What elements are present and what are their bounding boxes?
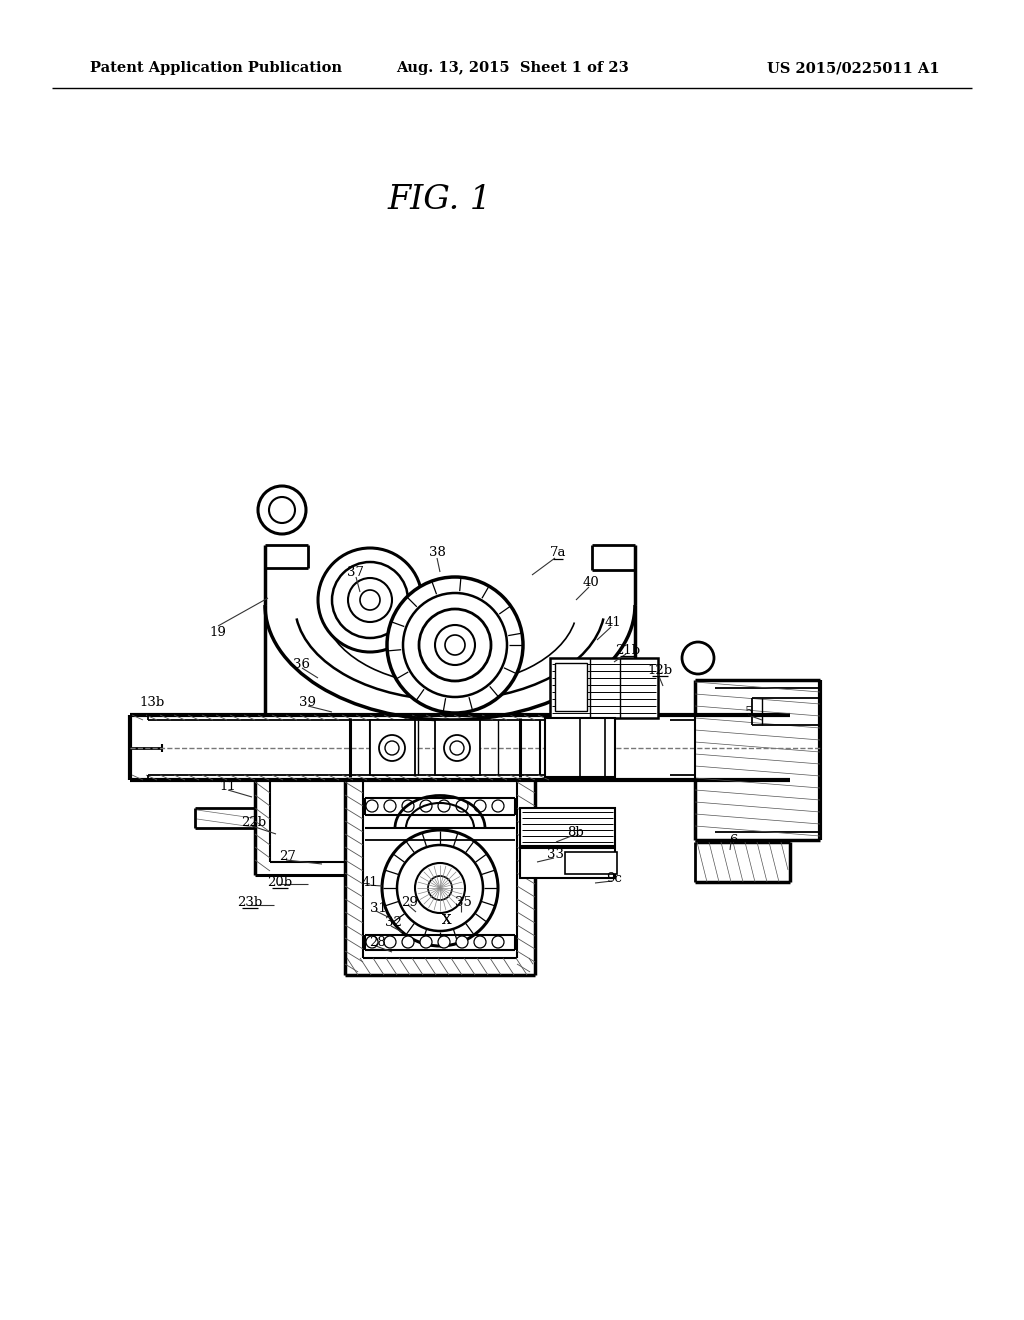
Text: X: X	[442, 913, 452, 927]
Text: 41: 41	[604, 615, 622, 628]
Circle shape	[682, 642, 714, 675]
Bar	[520, 808, 615, 846]
Bar	[545, 718, 615, 777]
Circle shape	[474, 936, 486, 948]
Text: 31: 31	[370, 902, 386, 915]
Circle shape	[402, 800, 414, 812]
Circle shape	[384, 800, 396, 812]
Text: 29: 29	[401, 895, 419, 908]
Circle shape	[258, 486, 306, 535]
Circle shape	[348, 578, 392, 622]
Text: Patent Application Publication: Patent Application Publication	[90, 61, 342, 75]
Text: 33: 33	[548, 849, 564, 862]
Text: 28: 28	[370, 936, 386, 949]
Circle shape	[450, 741, 464, 755]
Circle shape	[420, 936, 432, 948]
Text: 23b: 23b	[238, 895, 262, 908]
Circle shape	[438, 800, 450, 812]
Text: 5: 5	[744, 705, 754, 718]
Text: 35: 35	[455, 895, 471, 908]
Circle shape	[492, 800, 504, 812]
Bar	[520, 847, 615, 878]
Text: 19: 19	[210, 626, 226, 639]
Text: FIG. 1: FIG. 1	[388, 183, 493, 216]
Text: 32: 32	[385, 916, 401, 929]
Circle shape	[397, 845, 483, 931]
Text: 6: 6	[729, 833, 737, 846]
Text: 40: 40	[583, 577, 599, 590]
Circle shape	[318, 548, 422, 652]
Circle shape	[445, 635, 465, 655]
Text: 27: 27	[280, 850, 296, 863]
Text: 11: 11	[219, 780, 237, 793]
Bar	[555, 663, 587, 711]
Circle shape	[384, 936, 396, 948]
Circle shape	[366, 936, 378, 948]
Circle shape	[444, 735, 470, 762]
Text: 8b: 8b	[567, 825, 585, 838]
Text: 36: 36	[294, 657, 310, 671]
Text: 13b: 13b	[139, 696, 165, 709]
Text: US 2015/0225011 A1: US 2015/0225011 A1	[767, 61, 940, 75]
Circle shape	[492, 936, 504, 948]
Circle shape	[269, 498, 295, 523]
Bar	[370, 719, 415, 775]
Text: 22b: 22b	[242, 816, 266, 829]
Circle shape	[387, 577, 523, 713]
Circle shape	[435, 624, 475, 665]
Text: 38: 38	[429, 546, 445, 560]
Circle shape	[456, 800, 468, 812]
Circle shape	[382, 830, 498, 946]
Circle shape	[385, 741, 399, 755]
Circle shape	[403, 593, 507, 697]
Text: 37: 37	[347, 565, 365, 578]
Circle shape	[420, 800, 432, 812]
Circle shape	[415, 863, 465, 913]
Circle shape	[366, 800, 378, 812]
Text: 39: 39	[299, 696, 316, 709]
Text: X: X	[442, 913, 452, 927]
Circle shape	[438, 936, 450, 948]
Text: 9c: 9c	[606, 871, 622, 884]
Circle shape	[456, 936, 468, 948]
Text: 21b: 21b	[615, 644, 641, 656]
Circle shape	[402, 936, 414, 948]
Text: Aug. 13, 2015  Sheet 1 of 23: Aug. 13, 2015 Sheet 1 of 23	[395, 61, 629, 75]
Text: 20b: 20b	[267, 875, 293, 888]
Circle shape	[428, 876, 452, 900]
Circle shape	[419, 609, 490, 681]
Text: 7a: 7a	[550, 546, 566, 560]
Circle shape	[332, 562, 408, 638]
Circle shape	[474, 800, 486, 812]
Text: 41: 41	[361, 875, 379, 888]
Bar	[565, 851, 617, 874]
Circle shape	[379, 735, 406, 762]
Circle shape	[360, 590, 380, 610]
Bar	[435, 719, 480, 775]
Bar	[550, 657, 658, 718]
Text: 12b: 12b	[647, 664, 673, 676]
